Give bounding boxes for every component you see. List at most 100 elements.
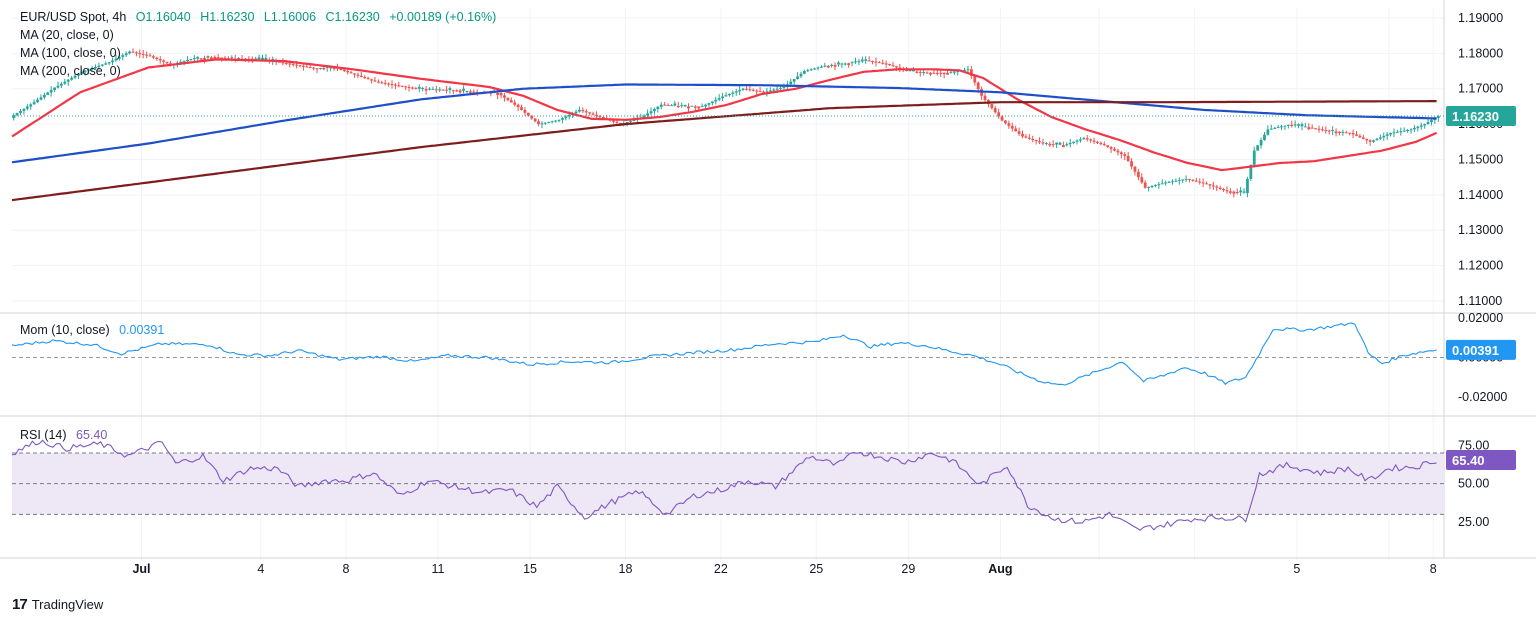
candle-body: [1201, 182, 1205, 184]
momentum-value-tag: [1446, 339, 1516, 360]
candle-body: [775, 88, 779, 90]
candle-body: [216, 57, 220, 59]
candle: [90, 66, 94, 71]
candle-body: [1194, 180, 1198, 182]
time-axis-tick: 18: [619, 562, 633, 576]
candle-body: [905, 69, 909, 72]
candle-body: [342, 69, 346, 72]
candle-body: [854, 61, 857, 63]
candle: [1399, 127, 1403, 136]
candle-body: [1276, 127, 1280, 129]
candle: [206, 55, 210, 60]
candle: [1174, 178, 1178, 183]
candle-body: [1368, 140, 1372, 142]
candle-body: [97, 65, 101, 67]
candle-body: [1147, 186, 1151, 188]
candle: [888, 63, 891, 67]
candle-body: [404, 86, 408, 88]
candle: [874, 57, 878, 67]
candle-body: [1348, 132, 1352, 134]
candle-body: [1321, 129, 1324, 131]
candle-body: [281, 62, 285, 64]
candle-body: [792, 79, 796, 82]
candle-body: [370, 79, 373, 81]
candle-body: [1038, 141, 1041, 143]
candle-body: [472, 91, 476, 93]
candle: [1263, 132, 1266, 141]
candle: [1171, 179, 1174, 185]
candle: [1392, 128, 1396, 138]
candle: [1290, 120, 1294, 128]
candle-body: [516, 104, 520, 108]
candle-body: [448, 88, 452, 90]
candle: [94, 64, 97, 70]
candle: [1133, 166, 1137, 176]
candle-body: [278, 61, 281, 63]
candle-body: [458, 90, 462, 93]
candle-body: [1249, 164, 1253, 179]
momentum-axis-tick: 0.02000: [1458, 311, 1503, 325]
candle: [1164, 180, 1168, 186]
candle-body: [762, 91, 765, 93]
ma200-legend: MA (200, close, 0): [20, 64, 121, 78]
candle-body: [411, 87, 414, 89]
candle-body: [530, 115, 534, 119]
candle: [1338, 131, 1341, 136]
candle: [1378, 134, 1382, 140]
candle-body: [942, 72, 946, 75]
candle-body: [513, 102, 517, 105]
candle-body: [1007, 123, 1011, 126]
candle-body: [653, 109, 656, 112]
rsi-value-tag: [1446, 450, 1516, 471]
tradingview-brand[interactable]: 17 TradingView: [12, 596, 103, 613]
candle: [73, 73, 77, 80]
candle: [1068, 138, 1072, 148]
candle-body: [1181, 179, 1185, 181]
price-axis-tick: 1.17000: [1458, 82, 1503, 96]
candle: [506, 97, 510, 102]
candle: [925, 71, 929, 74]
time-axis-tick: 4: [257, 562, 264, 576]
candle-body: [124, 53, 128, 56]
momentum-value-label: 0.00391: [1452, 343, 1499, 358]
candle: [186, 56, 189, 63]
candle-body: [871, 61, 874, 63]
candle-body: [973, 75, 977, 83]
candle-body: [1409, 129, 1413, 131]
candle-body: [134, 52, 138, 54]
candle-body: [397, 85, 401, 87]
candle: [1222, 187, 1225, 192]
candle: [1096, 140, 1099, 145]
candle: [840, 62, 844, 68]
candle-body: [1266, 129, 1270, 135]
candle: [513, 99, 517, 107]
candle-body: [509, 100, 513, 103]
candle-body: [724, 95, 728, 97]
candle: [203, 55, 206, 64]
candle: [823, 62, 827, 68]
candle-body: [1372, 140, 1375, 142]
candle-body: [523, 109, 527, 113]
candle-body: [1338, 131, 1341, 133]
candle: [802, 69, 806, 75]
candle: [724, 92, 728, 97]
candle-body: [1293, 124, 1297, 126]
candle-body: [557, 119, 561, 121]
candle-body: [53, 87, 56, 91]
candle-body: [1167, 181, 1171, 183]
candle: [383, 79, 387, 86]
candle: [1147, 186, 1151, 192]
candle: [421, 86, 425, 92]
candle: [63, 78, 67, 85]
candle-body: [969, 69, 973, 76]
rsi-label: RSI (14): [20, 428, 67, 442]
candle: [1017, 127, 1021, 136]
candle-body: [332, 67, 336, 69]
candle-body: [1395, 131, 1399, 133]
candle-body: [772, 89, 776, 91]
candle-body: [1143, 182, 1147, 188]
time-axis-tick: 8: [343, 562, 350, 576]
candle-body: [206, 56, 210, 58]
candle: [1416, 125, 1420, 132]
